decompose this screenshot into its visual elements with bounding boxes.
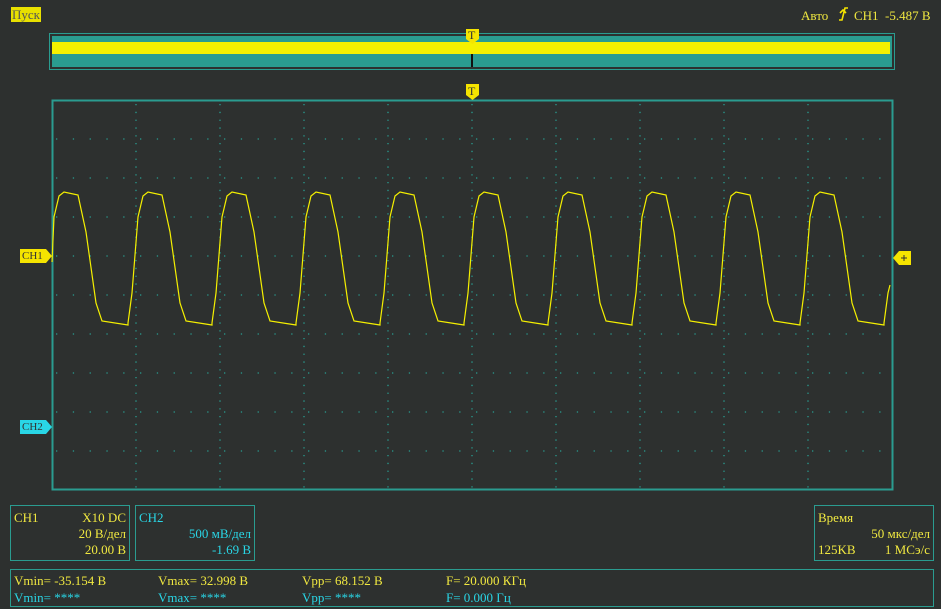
memory-depth: 125KB [818, 542, 856, 557]
ch1-marker-label: CH1 [22, 250, 43, 262]
measurement: Vmax= 32.998 В [158, 573, 249, 588]
measurement: Vpp= 68.152 В [302, 573, 383, 588]
ch2-scale: 500 мВ/дел [188, 526, 251, 541]
sample-rate: 1 МСэ/с [884, 542, 930, 557]
screen-trigger-label: T [468, 84, 476, 98]
trigger-source[interactable]: CH1 [854, 8, 879, 23]
measurement: Vpp= **** [302, 590, 361, 605]
memory-window [52, 42, 890, 54]
ch2-marker-label: CH2 [22, 421, 43, 433]
screen-trigger-marker [466, 84, 479, 100]
memory-trigger-label: T [468, 28, 476, 42]
ch1-probe: X10 DC [82, 510, 126, 525]
measurement: F= 0.000 Гц [446, 590, 511, 605]
ch2-title: CH2 [139, 510, 164, 525]
measurement: F= 20.000 КГц [446, 573, 526, 588]
ch2-offset: -1.69 В [212, 542, 251, 557]
ch1-scale: 20 В/дел [78, 526, 126, 541]
time-scale: 50 мкс/дел [871, 526, 930, 541]
trigger-edge-icon [839, 7, 848, 21]
ch1-title: CH1 [14, 510, 39, 525]
screen-frame [51, 99, 894, 491]
grid [56, 104, 890, 488]
trigger-level-glyph [901, 255, 907, 261]
measurement: Vmin= **** [14, 590, 81, 605]
ch2-panel[interactable]: CH2 500 мВ/дел -1.69 В [135, 505, 255, 561]
trigger-level[interactable]: -5.487 В [885, 8, 931, 23]
ch2-marker [20, 420, 52, 434]
trigger-mode[interactable]: Авто [801, 8, 829, 23]
ch1-marker [20, 249, 52, 263]
ch1-panel[interactable]: CH1 X10 DC 20 В/дел 20.00 В [10, 505, 130, 561]
time-panel[interactable]: Время 50 мкс/дел 125KB 1 МСэ/с [814, 505, 934, 561]
ch1-offset: 20.00 В [84, 542, 126, 557]
time-title: Время [818, 510, 854, 525]
measurement: Vmin= -35.154 В [14, 573, 107, 588]
measurements-panel: Vmin= -35.154 В Vmax= 32.998 В Vpp= 68.152… [10, 569, 934, 607]
run-state[interactable]: Пуск [11, 7, 41, 22]
memory-trigger-marker [466, 29, 479, 44]
measurement: Vmax= **** [158, 590, 227, 605]
ch1-waveform [51, 191, 891, 326]
